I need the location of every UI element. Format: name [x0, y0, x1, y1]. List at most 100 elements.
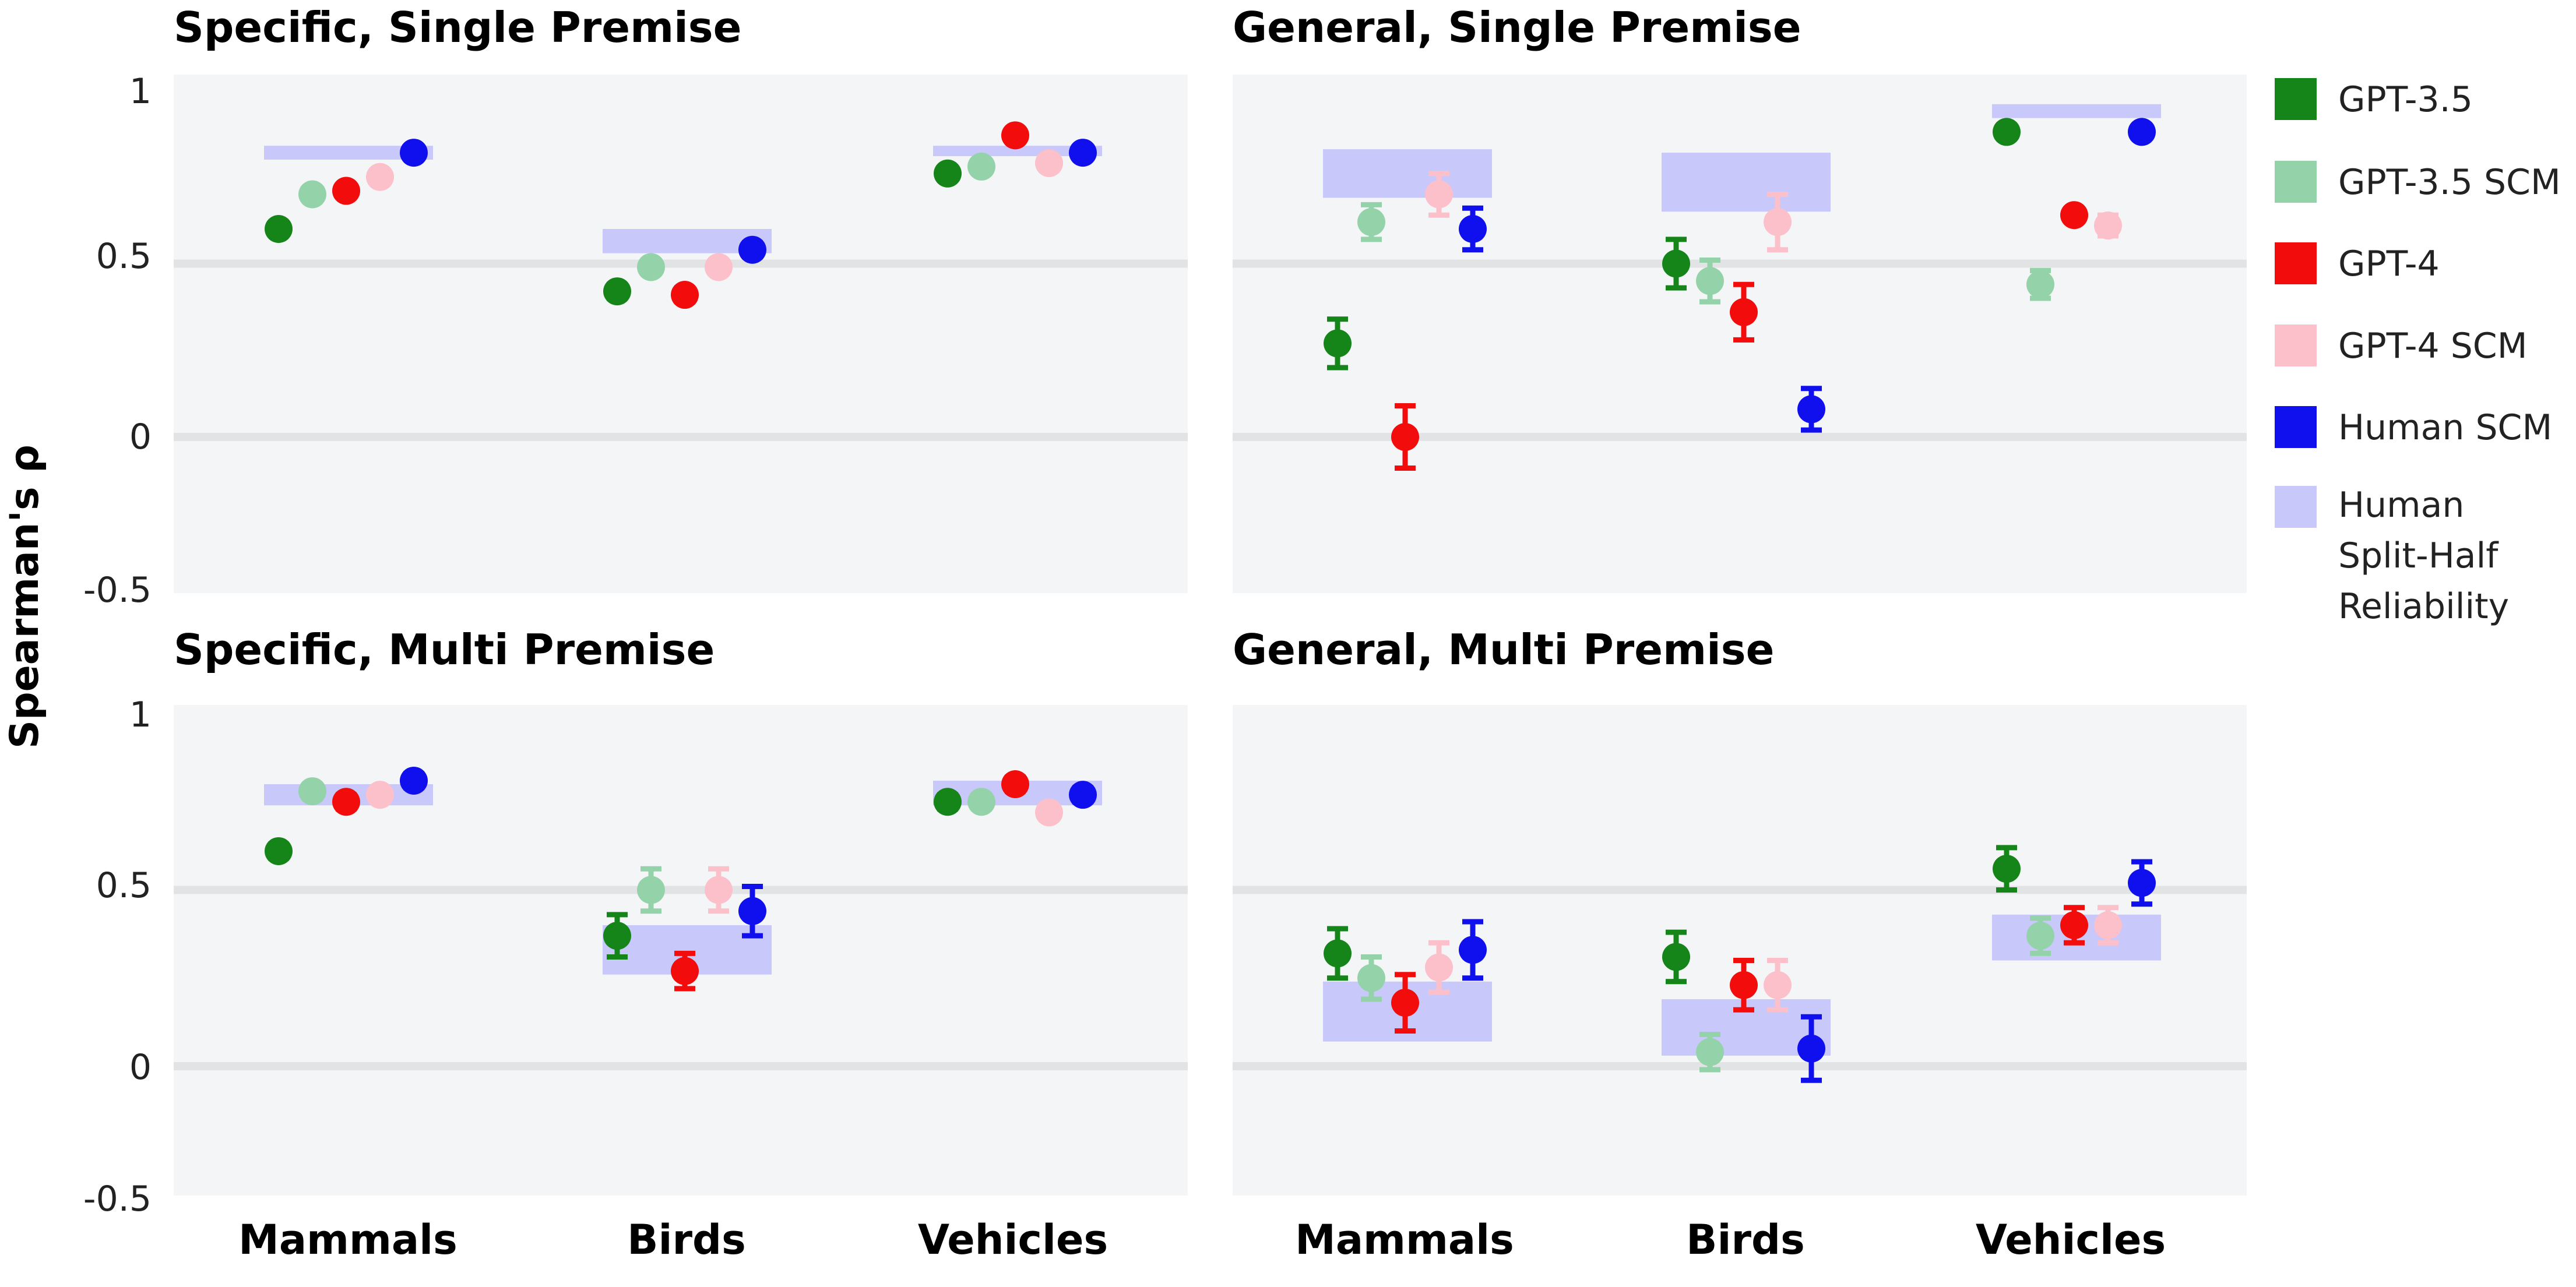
data-point: [1425, 953, 1453, 982]
data-point: [1797, 1034, 1825, 1063]
data-point: [2094, 211, 2122, 240]
legend-label: GPT-3.5 SCM: [2338, 162, 2561, 203]
data-point: [1662, 249, 1690, 278]
legend-label: Reliability: [2338, 586, 2509, 627]
data-point: [332, 177, 360, 205]
data-point: [738, 235, 766, 264]
legend-item-gpt35-scm: GPT-3.5 SCM: [2275, 161, 2561, 203]
legend-label: Human SCM: [2338, 407, 2552, 448]
data-point: [671, 957, 699, 985]
data-point: [1069, 139, 1097, 167]
data-point: [400, 766, 428, 795]
data-point: [705, 253, 733, 281]
data-point: [1459, 215, 1487, 243]
data-point: [1696, 267, 1724, 295]
data-point: [265, 837, 293, 865]
panel-general-single-premise: [1233, 75, 2247, 593]
reliability-band: [264, 146, 433, 160]
data-point: [1069, 781, 1097, 809]
legend-swatch: [2275, 78, 2317, 120]
data-point: [671, 281, 699, 309]
data-point: [1035, 149, 1063, 177]
data-point: [1730, 971, 1758, 999]
legend-item-gpt35: GPT-3.5: [2275, 78, 2473, 120]
data-point: [1730, 298, 1758, 326]
xtick-label-birds: Birds: [1686, 1216, 1805, 1264]
data-point: [1993, 855, 2021, 883]
data-point: [1797, 395, 1825, 424]
panel-title-general-single: General, Single Premise: [1233, 3, 1801, 52]
data-point: [366, 781, 394, 809]
data-point: [332, 788, 360, 816]
legend-swatch: [2275, 242, 2317, 284]
data-point: [603, 922, 631, 950]
panel-general-multi-premise: [1233, 705, 2247, 1196]
legend-item-gpt4: GPT-4: [2275, 242, 2440, 284]
reliability-band: [1323, 149, 1492, 198]
ytick-label-top: 0.5: [96, 236, 152, 277]
legend: GPT-3.5 GPT-3.5 SCM GPT-4 GPT-4 SCM Huma…: [2275, 78, 2561, 627]
legend-swatch: [2275, 161, 2317, 203]
plot-background: [174, 75, 1188, 593]
data-point: [1001, 770, 1029, 798]
data-point: [1035, 798, 1063, 827]
data-point: [1391, 989, 1419, 1017]
ytick-label-bottom: 0.5: [96, 865, 152, 906]
data-point: [967, 788, 995, 816]
data-point: [1662, 943, 1690, 971]
data-point: [366, 163, 394, 191]
panel-title-general-multi: General, Multi Premise: [1233, 625, 1774, 674]
data-point: [1764, 208, 1792, 237]
data-point: [1391, 423, 1419, 451]
panel-title-specific-multi: Specific, Multi Premise: [174, 625, 715, 674]
data-point: [1993, 118, 2021, 146]
data-point: [2026, 922, 2054, 950]
legend-label: GPT-4 SCM: [2338, 326, 2527, 366]
data-point: [1459, 936, 1487, 964]
data-point: [637, 876, 665, 904]
data-point: [603, 277, 631, 306]
reliability-band: [933, 146, 1102, 157]
legend-swatch: [2275, 406, 2317, 448]
data-point: [2128, 869, 2156, 897]
data-point: [1001, 121, 1029, 150]
data-point: [934, 788, 962, 816]
ytick-label-bottom: 0: [129, 1047, 152, 1088]
data-point: [2128, 118, 2156, 146]
data-point: [265, 215, 293, 243]
data-point: [1324, 329, 1352, 358]
xtick-label-birds: Birds: [627, 1216, 746, 1264]
data-point: [967, 152, 995, 181]
data-point: [1357, 964, 1385, 992]
panel-specific-single-premise: [174, 75, 1188, 593]
panel-title-specific-single: Specific, Single Premise: [174, 3, 741, 52]
reliability-band: [1662, 153, 1831, 212]
legend-swatch: [2275, 486, 2317, 528]
data-point: [1696, 1038, 1724, 1066]
data-point: [298, 180, 326, 209]
legend-label: GPT-3.5: [2338, 79, 2473, 120]
data-point: [400, 139, 428, 167]
legend-label: GPT-4: [2338, 244, 2440, 284]
legend-label: Split-Half: [2338, 535, 2499, 576]
legend-label: Human: [2338, 485, 2464, 526]
ytick-label-bottom: 1: [129, 694, 152, 735]
ytick-label-top: -0.5: [83, 570, 152, 611]
xtick-label-vehicles: Vehicles: [1976, 1216, 2166, 1264]
data-point: [2094, 911, 2122, 939]
data-point: [705, 876, 733, 904]
data-point: [1324, 939, 1352, 968]
reliability-band: [1992, 104, 2161, 118]
legend-item-human-split-half: Human Split-Half Reliability: [2275, 485, 2509, 627]
y-axis-label: Spearman's ρ: [2, 445, 48, 749]
legend-item-gpt4-scm: GPT-4 SCM: [2275, 325, 2527, 366]
legend-swatch: [2275, 325, 2317, 366]
ytick-label-top: 0: [129, 417, 152, 457]
data-point: [637, 253, 665, 281]
data-point: [2060, 201, 2088, 230]
data-point: [2060, 911, 2088, 939]
xtick-label-mammals: Mammals: [1295, 1216, 1514, 1264]
data-point: [738, 897, 766, 925]
xtick-label-mammals: Mammals: [238, 1216, 458, 1264]
